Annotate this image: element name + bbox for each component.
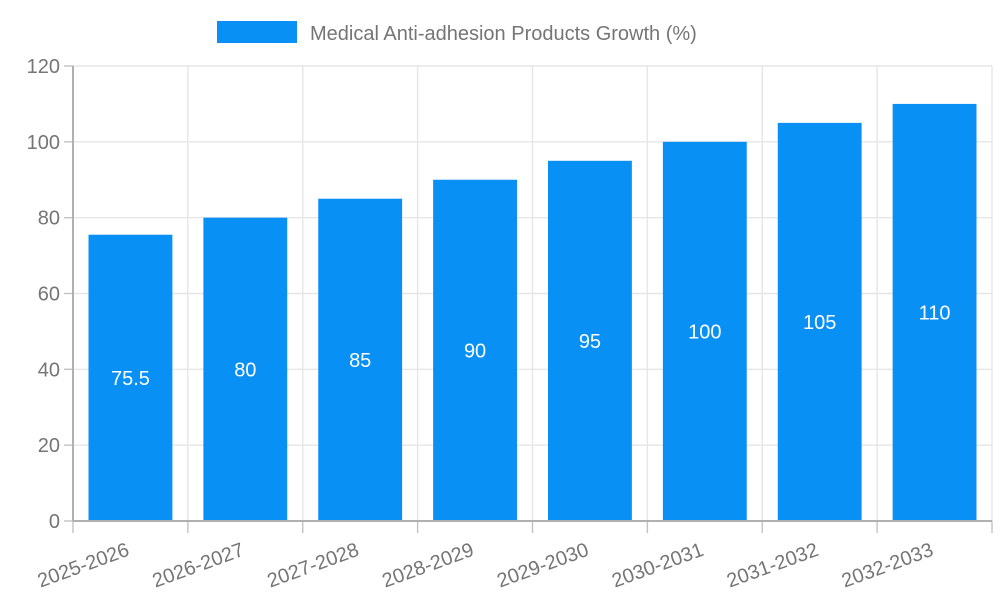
- legend-swatch: [217, 21, 297, 43]
- legend: Medical Anti-adhesion Products Growth (%…: [217, 21, 697, 45]
- y-tick-label: 0: [49, 511, 60, 533]
- bar-value-label: 95: [579, 331, 601, 353]
- bar-value-label: 90: [464, 340, 486, 362]
- bar-value-label: 80: [234, 359, 256, 381]
- x-category-label: 2032-2033: [839, 539, 936, 592]
- bar-value-label: 85: [349, 350, 371, 372]
- bar: [203, 217, 288, 521]
- x-category-label: 2025-2026: [35, 539, 132, 592]
- bar-value-label: 75.5: [111, 368, 150, 390]
- bar: [548, 160, 632, 521]
- y-tick-label: 80: [38, 208, 60, 230]
- x-category-label: 2028-2029: [379, 539, 476, 592]
- bar: [892, 103, 977, 522]
- y-tick-label: 120: [27, 56, 60, 78]
- bar: [88, 234, 173, 521]
- y-tick-label: 20: [38, 435, 60, 457]
- legend-label: Medical Anti-adhesion Products Growth (%…: [310, 23, 697, 45]
- y-tick-label: 60: [38, 284, 60, 306]
- bar: [662, 141, 747, 522]
- bar: [318, 198, 403, 522]
- y-tick-label: 100: [27, 132, 60, 154]
- plot-area: 0 20 40 60 80 100 120 75.5 80 85 90 95 100 105 110 2025…: [27, 56, 993, 592]
- x-category-label: 2026-2027: [150, 539, 247, 592]
- y-tick-label: 40: [38, 359, 60, 381]
- x-category-label: 2029-2030: [494, 539, 591, 592]
- bar: [433, 179, 517, 521]
- x-category-label: 2027-2028: [264, 539, 361, 592]
- x-category-label: 2030-2031: [609, 539, 706, 592]
- bar-value-label: 105: [803, 312, 836, 334]
- x-category-label: 2031-2032: [724, 539, 821, 592]
- bar-value-label: 110: [919, 302, 951, 324]
- bar-value-label: 100: [688, 321, 721, 343]
- bar: [777, 122, 862, 521]
